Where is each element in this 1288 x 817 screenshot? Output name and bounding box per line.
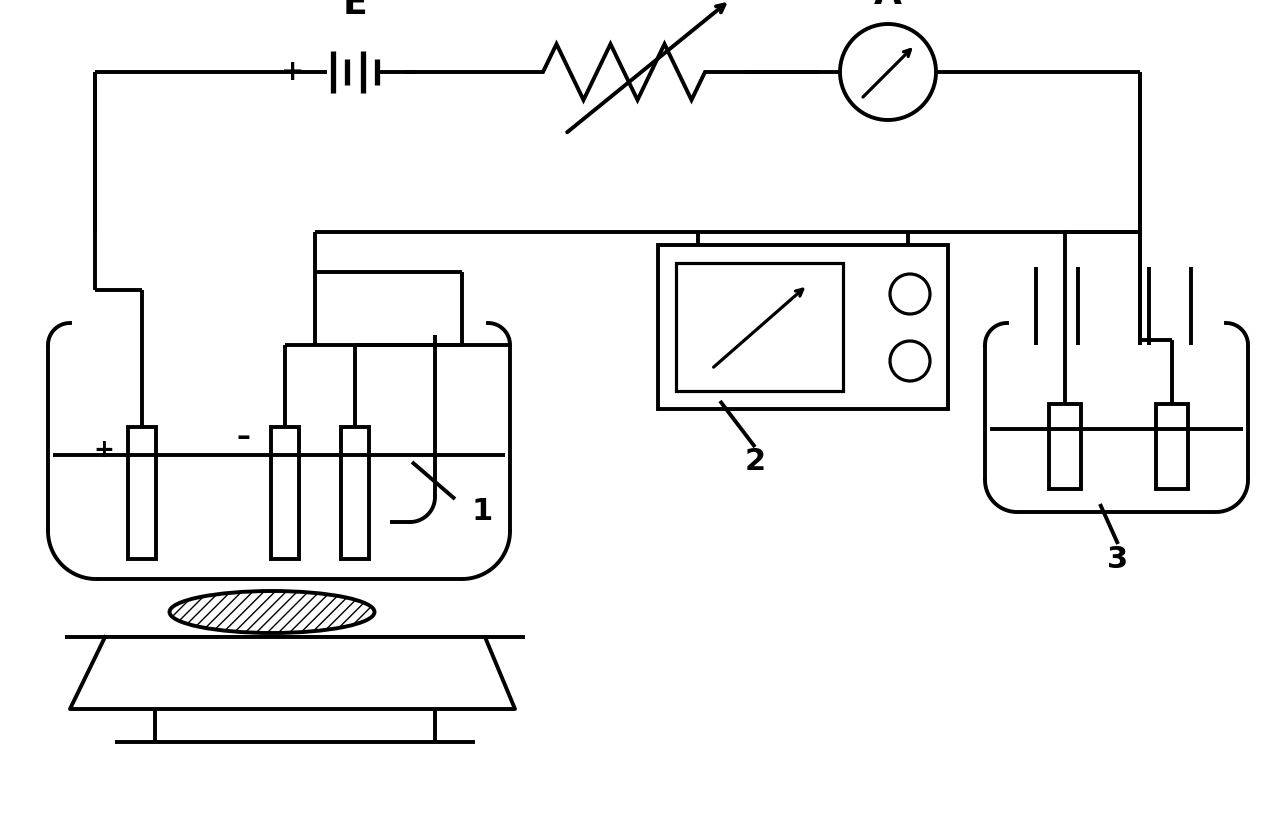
- Text: 3: 3: [1108, 546, 1128, 574]
- Bar: [658, 245, 948, 409]
- Bar: [1157, 404, 1188, 489]
- Bar: [676, 263, 844, 391]
- Bar: [1048, 404, 1081, 489]
- Text: +: +: [281, 58, 305, 86]
- Text: +: +: [94, 438, 115, 462]
- Text: –: –: [236, 423, 250, 451]
- Bar: [341, 427, 368, 559]
- Text: 1: 1: [471, 498, 492, 526]
- Bar: [128, 427, 156, 559]
- Text: E: E: [343, 0, 367, 21]
- Polygon shape: [70, 637, 515, 709]
- Bar: [270, 427, 299, 559]
- Text: –: –: [402, 57, 417, 87]
- Text: 2: 2: [744, 447, 765, 475]
- Ellipse shape: [170, 591, 375, 633]
- Text: A: A: [875, 0, 902, 11]
